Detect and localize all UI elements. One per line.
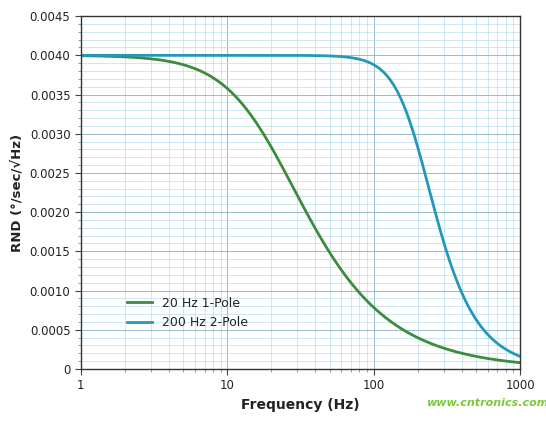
- 20 Hz 1-Pole: [461, 351, 467, 356]
- Line: 20 Hz 1-Pole: 20 Hz 1-Pole: [81, 56, 520, 363]
- 20 Hz 1-Pole: [154, 57, 161, 62]
- Line: 200 Hz 2-Pole: 200 Hz 2-Pole: [81, 55, 520, 357]
- 200 Hz 2-Pole: [128, 53, 134, 58]
- Legend: 20 Hz 1-Pole, 200 Hz 2-Pole: 20 Hz 1-Pole, 200 Hz 2-Pole: [122, 292, 253, 335]
- 200 Hz 2-Pole: [265, 53, 271, 58]
- 20 Hz 1-Pole: [78, 53, 84, 58]
- 20 Hz 1-Pole: [128, 55, 134, 60]
- 200 Hz 2-Pole: [78, 53, 84, 58]
- 20 Hz 1-Pole: [265, 140, 271, 145]
- 200 Hz 2-Pole: [508, 350, 515, 355]
- 200 Hz 2-Pole: [154, 53, 161, 58]
- X-axis label: Frequency (Hz): Frequency (Hz): [241, 398, 360, 412]
- 200 Hz 2-Pole: [517, 354, 524, 359]
- 20 Hz 1-Pole: [246, 110, 253, 115]
- Y-axis label: RND (°/sec/√Hz): RND (°/sec/√Hz): [11, 133, 24, 252]
- 20 Hz 1-Pole: [517, 360, 524, 365]
- 20 Hz 1-Pole: [508, 359, 515, 364]
- 200 Hz 2-Pole: [461, 295, 467, 300]
- Text: www.cntronics.com: www.cntronics.com: [426, 398, 546, 408]
- 200 Hz 2-Pole: [246, 53, 253, 58]
